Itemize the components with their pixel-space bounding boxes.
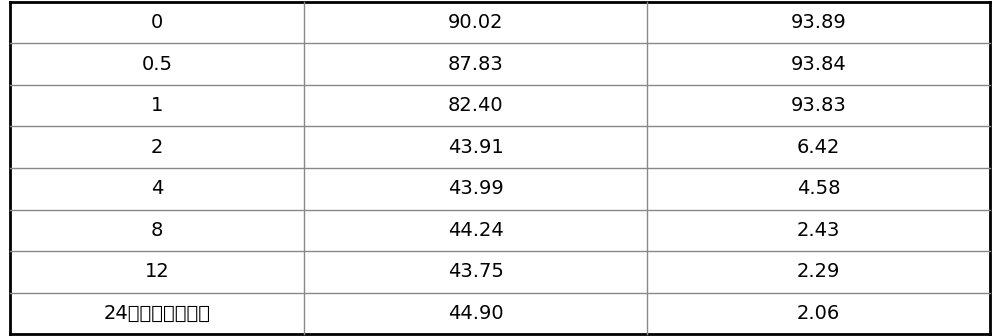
Text: 4: 4 (151, 179, 163, 198)
Text: 8: 8 (151, 221, 163, 240)
Text: 4.58: 4.58 (797, 179, 840, 198)
Text: 2.29: 2.29 (797, 262, 840, 282)
Text: 2: 2 (151, 138, 163, 157)
Text: 82.40: 82.40 (448, 96, 503, 115)
Text: 24（对照，未加）: 24（对照，未加） (104, 304, 210, 323)
Text: 44.24: 44.24 (448, 221, 503, 240)
Text: 0: 0 (151, 13, 163, 32)
Text: 93.89: 93.89 (791, 13, 846, 32)
Text: 44.90: 44.90 (448, 304, 503, 323)
Text: 43.99: 43.99 (448, 179, 503, 198)
Text: 87.83: 87.83 (448, 54, 503, 74)
Text: 43.91: 43.91 (448, 138, 503, 157)
Text: 2.43: 2.43 (797, 221, 840, 240)
Text: 1: 1 (151, 96, 163, 115)
Text: 0.5: 0.5 (142, 54, 173, 74)
Text: 93.83: 93.83 (791, 96, 846, 115)
Text: 43.75: 43.75 (448, 262, 503, 282)
Text: 12: 12 (145, 262, 169, 282)
Text: 6.42: 6.42 (797, 138, 840, 157)
Text: 2.06: 2.06 (797, 304, 840, 323)
Text: 93.84: 93.84 (791, 54, 846, 74)
Text: 90.02: 90.02 (448, 13, 503, 32)
